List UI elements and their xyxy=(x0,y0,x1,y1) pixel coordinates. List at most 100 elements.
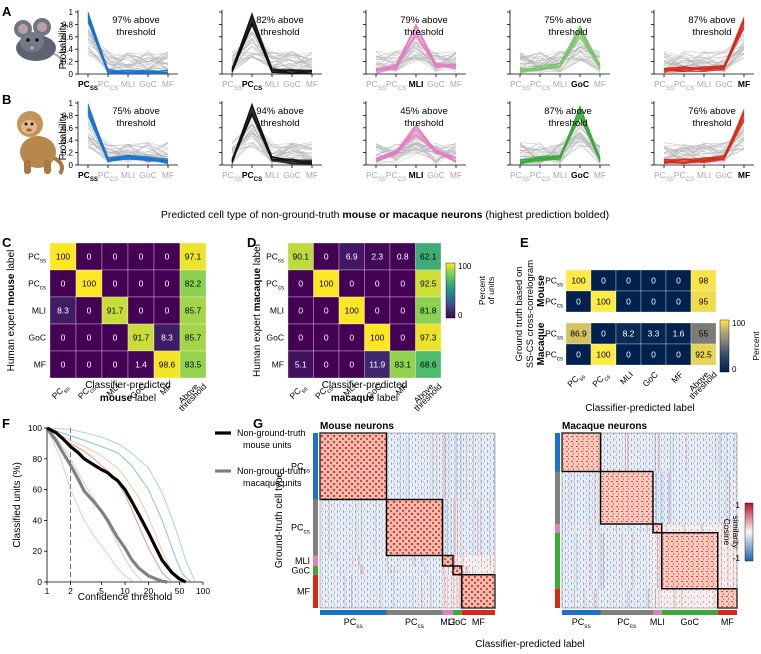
label-main: PC xyxy=(242,170,254,180)
similarity-streak xyxy=(594,471,596,524)
heatmap-value: 0 xyxy=(626,297,631,307)
heatmap-value: 0 xyxy=(324,252,329,262)
above-threshold-annotation: threshold xyxy=(260,27,299,38)
y-tick-label: 0.8 xyxy=(62,20,74,29)
label-main: MF xyxy=(272,360,284,370)
similarity-streak xyxy=(715,433,717,472)
x-tick-label: MLI xyxy=(697,170,711,180)
colorbar-label: Cosine xyxy=(722,519,732,546)
similarity-streak xyxy=(599,532,601,589)
background-trace xyxy=(231,51,313,58)
prediction-trace xyxy=(519,110,601,165)
similarity-block xyxy=(461,566,495,575)
background-trace xyxy=(231,52,313,69)
diagonal-block-outline xyxy=(599,470,654,525)
heatmap-value: 100 xyxy=(571,276,585,286)
x-tick-label: PCCS xyxy=(98,79,118,92)
similarity-streak xyxy=(733,524,735,533)
heatmap-value: 100 xyxy=(56,252,70,262)
background-trace xyxy=(519,126,601,162)
row-label: PCss xyxy=(266,252,284,265)
background-trace xyxy=(87,47,169,72)
label-main: GoC xyxy=(283,170,300,180)
heatmap-cell xyxy=(313,350,340,379)
label-main: PC xyxy=(530,79,542,89)
similarity-streak xyxy=(735,524,736,533)
similarity-streak xyxy=(648,588,649,608)
legend-label: Non-ground-truth xyxy=(237,466,306,476)
background-trace xyxy=(519,50,601,62)
label-sub: cs xyxy=(88,386,97,395)
group-bar-left xyxy=(313,574,318,608)
heatmap-value: 92.5 xyxy=(695,350,712,360)
label-sub: SS xyxy=(666,85,674,92)
similarity-streak xyxy=(456,574,458,608)
similarity-streak xyxy=(446,574,448,608)
label-part: mouse xyxy=(100,393,133,404)
y-axis-label: Human expert macaque label xyxy=(252,244,263,377)
colorbar-tick: 100 xyxy=(458,262,472,271)
x-tick-label: PCSS xyxy=(510,79,530,92)
diagonal-block-outline xyxy=(661,532,719,590)
y-tick-label: 100 xyxy=(28,423,42,433)
similarity-streak xyxy=(360,566,361,575)
similarity-streak xyxy=(328,499,330,556)
heatmap-value: 0 xyxy=(165,252,170,262)
label-sub: CS xyxy=(110,176,119,183)
similarity-streak xyxy=(447,499,449,556)
similarity-block xyxy=(600,433,653,472)
prediction-trace xyxy=(663,17,745,72)
label-main: GoC xyxy=(427,79,444,89)
prediction-trace xyxy=(375,126,457,163)
label-main: PC xyxy=(78,79,90,89)
label-main: PC xyxy=(674,79,686,89)
col-label: GoC xyxy=(448,617,467,627)
similarity-streak xyxy=(565,524,567,533)
similarity-streak xyxy=(351,574,353,608)
label-sub: ss xyxy=(584,623,590,630)
similarity-block xyxy=(461,574,495,608)
similarity-streak xyxy=(473,499,475,556)
similarity-streak xyxy=(443,433,445,500)
similarity-streak xyxy=(659,433,660,472)
x-tick-label: PCSS xyxy=(78,79,98,92)
similarity-streak xyxy=(443,499,445,556)
heatmap-value: 0 xyxy=(676,297,681,307)
background-trace xyxy=(519,52,601,72)
similarity-block xyxy=(453,566,462,575)
heatmap-value: 100 xyxy=(596,297,610,307)
background-trace xyxy=(375,46,457,73)
background-trace xyxy=(231,33,313,68)
similarity-streak xyxy=(628,524,630,533)
prediction-trace xyxy=(375,129,457,164)
similarity-streak xyxy=(480,555,482,566)
x-tick-label: MF xyxy=(738,79,750,89)
similarity-streak xyxy=(590,524,591,533)
heatmap-value: 0.8 xyxy=(397,252,409,262)
heatmap-cell xyxy=(690,343,717,366)
label-part: label xyxy=(252,244,263,268)
y-axis-label: Ground truth based on xyxy=(514,266,525,361)
survival-curve xyxy=(46,427,196,583)
heatmap-value: 91.7 xyxy=(107,306,124,316)
above-threshold-annotation: threshold xyxy=(404,27,443,38)
heatmap-cell xyxy=(179,350,207,379)
x-tick-label: MF xyxy=(162,79,174,89)
label-part: Human expert xyxy=(6,306,17,372)
panel-ab-ylabel-b: Probability xyxy=(58,114,69,161)
heatmap-value: 8.2 xyxy=(623,329,635,339)
row-label: PCss xyxy=(545,276,563,289)
background-trace xyxy=(519,46,601,67)
label-main: MF xyxy=(450,79,462,89)
colorbar-label: Percent xyxy=(751,331,761,361)
panel-f: 0 20 40 60 80 100 1 2 5 10 20 50 100 Confidence thres… xyxy=(12,423,306,603)
x-tick-label: PCSS xyxy=(222,170,242,183)
label-sub: ss xyxy=(62,386,71,395)
background-trace xyxy=(375,143,457,156)
label-main: PC xyxy=(405,617,418,627)
colorbar-tick: 100 xyxy=(732,319,746,328)
x-tick-label: GoC xyxy=(427,79,444,89)
label-sub: SS xyxy=(522,176,530,183)
label-sub: cs xyxy=(557,356,563,363)
similarity-streak xyxy=(673,588,675,608)
